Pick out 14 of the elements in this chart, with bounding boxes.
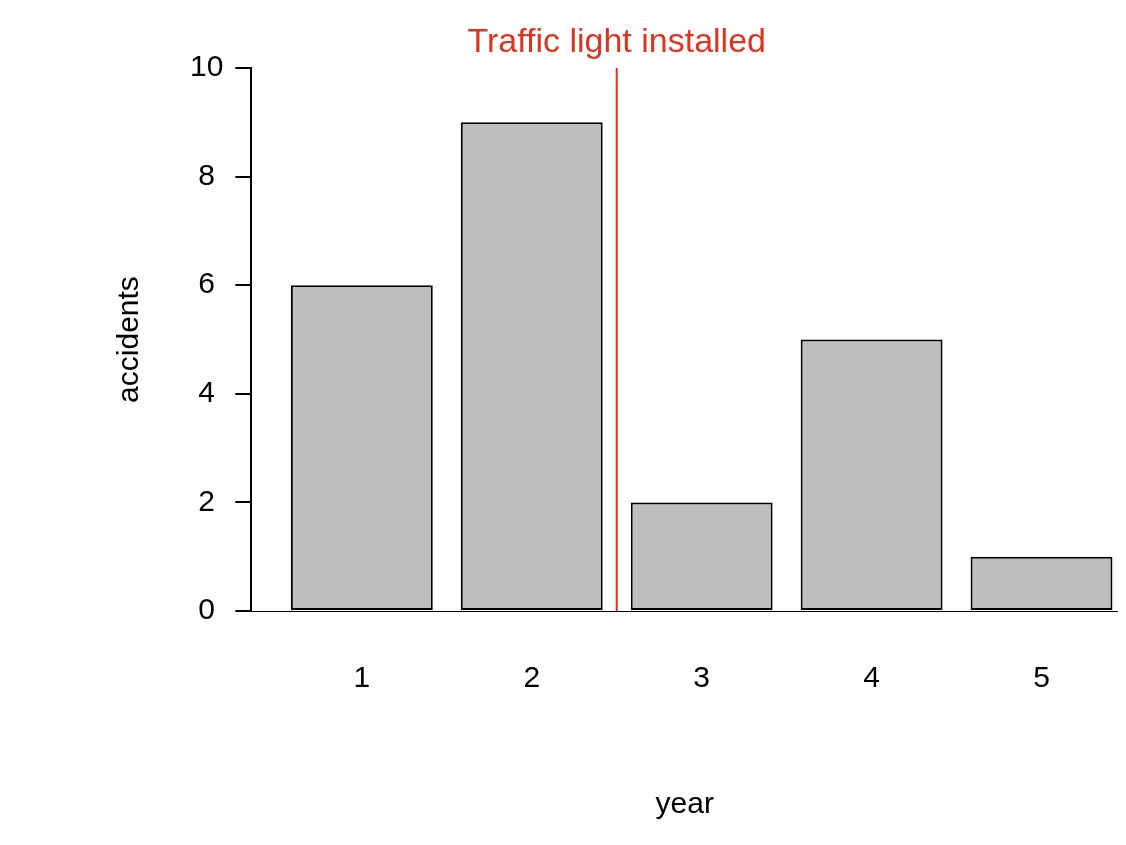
x-tick-label: 1 — [353, 660, 371, 694]
y-tick-label: 2 — [198, 483, 216, 517]
x-axis-title: year — [655, 786, 714, 820]
x-tick-label: 2 — [523, 660, 541, 694]
y-tick-label: 6 — [198, 266, 216, 300]
x-tick-label: 4 — [863, 660, 880, 694]
x-tick-label: 3 — [693, 660, 711, 694]
x-tick-label: 5 — [1033, 660, 1050, 694]
y-tick-label: 0 — [198, 592, 216, 626]
y-tick-label: 8 — [198, 157, 216, 191]
y-tick-label: 10 — [190, 49, 224, 83]
ref-line-label: Traffic light installed — [467, 21, 767, 60]
y-tick-label: 4 — [198, 375, 216, 409]
y-axis-title: accidents — [111, 276, 145, 403]
